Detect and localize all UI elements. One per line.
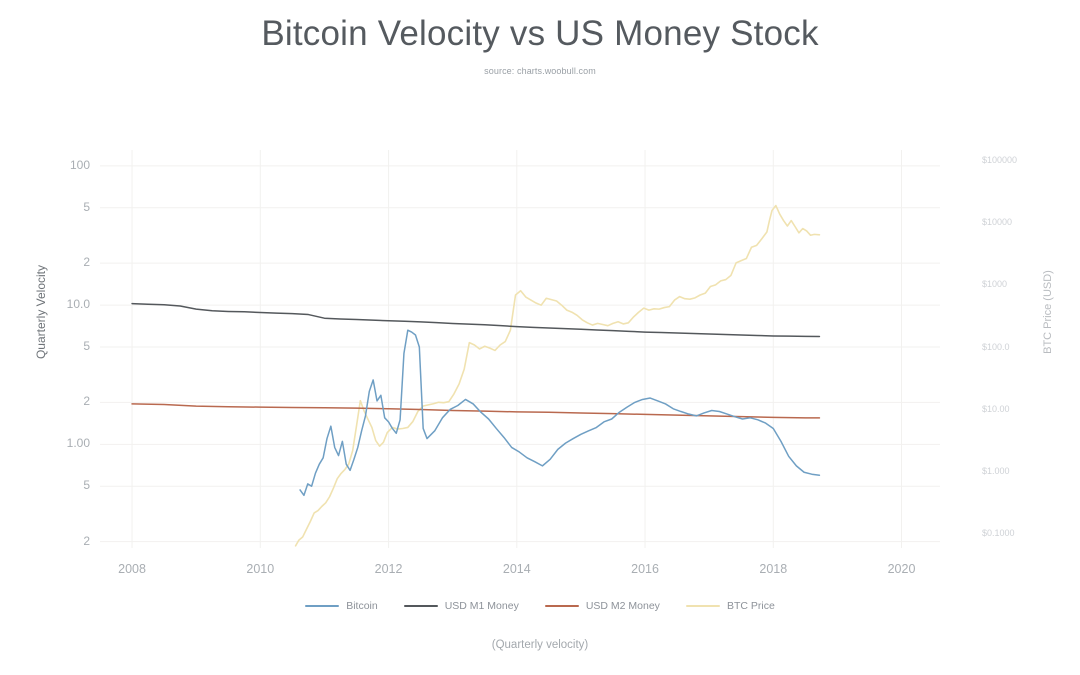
x-axis-tick: 2016 [631, 562, 659, 576]
legend-label: BTC Price [726, 600, 775, 612]
legend-label: USD M1 Money [444, 600, 519, 612]
y-axis-right-tick: $10.00 [982, 403, 1010, 414]
y-axis-left-tick: 2 [83, 533, 90, 548]
legend-swatch-icon [685, 605, 720, 607]
x-axis-tick: 2020 [887, 562, 916, 576]
y-axis-left-label: Quarterly Velocity [34, 264, 48, 360]
legend-item-bitcoin[interactable]: Bitcoin [305, 600, 378, 612]
legend-label: USD M2 Money [585, 600, 660, 612]
legend-swatch-icon [544, 605, 579, 607]
y-axis-left-tick: 2 [83, 394, 90, 409]
legend-item-usd-m1-money[interactable]: USD M1 Money [403, 600, 519, 612]
x-axis-tick: 2010 [246, 562, 275, 576]
y-axis-left-tick: 1.00 [66, 436, 90, 451]
series-line-btc-price [294, 204, 821, 547]
y-axis-right-label: BTC Price (USD) [1042, 270, 1054, 354]
y-axis-left-tick: 5 [83, 339, 90, 353]
x-axis-tick: 2014 [502, 562, 531, 576]
y-axis-left-tick: 10.0 [66, 297, 90, 312]
legend-swatch-icon [305, 605, 340, 607]
y-axis-right-tick: $0.1000 [982, 528, 1015, 539]
y-axis-right-tick: $10000 [982, 217, 1013, 228]
y-axis-left-tick: 5 [83, 478, 90, 493]
chart-legend: Bitcoin USD M1 Money USD M2 Money BTC Price [0, 600, 1080, 612]
legend-label: Bitcoin [346, 600, 378, 612]
chart-title: Bitcoin Velocity vs US Money Stock [261, 14, 819, 53]
y-axis-right-tick: $1000 [982, 279, 1008, 290]
legend-swatch-icon [403, 605, 438, 607]
y-axis-right-tick: $100000 [982, 154, 1018, 165]
y-axis-left-tick: 5 [83, 199, 90, 214]
x-axis-tick: 2012 [374, 562, 403, 576]
y-axis-left-tick: 100 [69, 157, 90, 172]
chart-subtitle: source: charts.woobull.com [484, 66, 596, 76]
y-axis-right-tick: $100.0 [982, 341, 1010, 352]
x-axis-tick: 2018 [759, 562, 788, 576]
legend-item-btc-price[interactable]: BTC Price [685, 600, 775, 612]
y-axis-right-tick: $1.000 [982, 465, 1010, 476]
x-axis-tick: 2008 [118, 562, 146, 576]
series-line-usd-m2-money [131, 403, 821, 419]
legend-item-usd-m2-money[interactable]: USD M2 Money [544, 600, 660, 612]
y-axis-left-tick: 2 [83, 255, 90, 270]
series-line-bitcoin [299, 329, 821, 497]
series-line-usd-m1-money [131, 302, 821, 338]
chart-footer-note: (Quarterly velocity) [491, 639, 589, 651]
